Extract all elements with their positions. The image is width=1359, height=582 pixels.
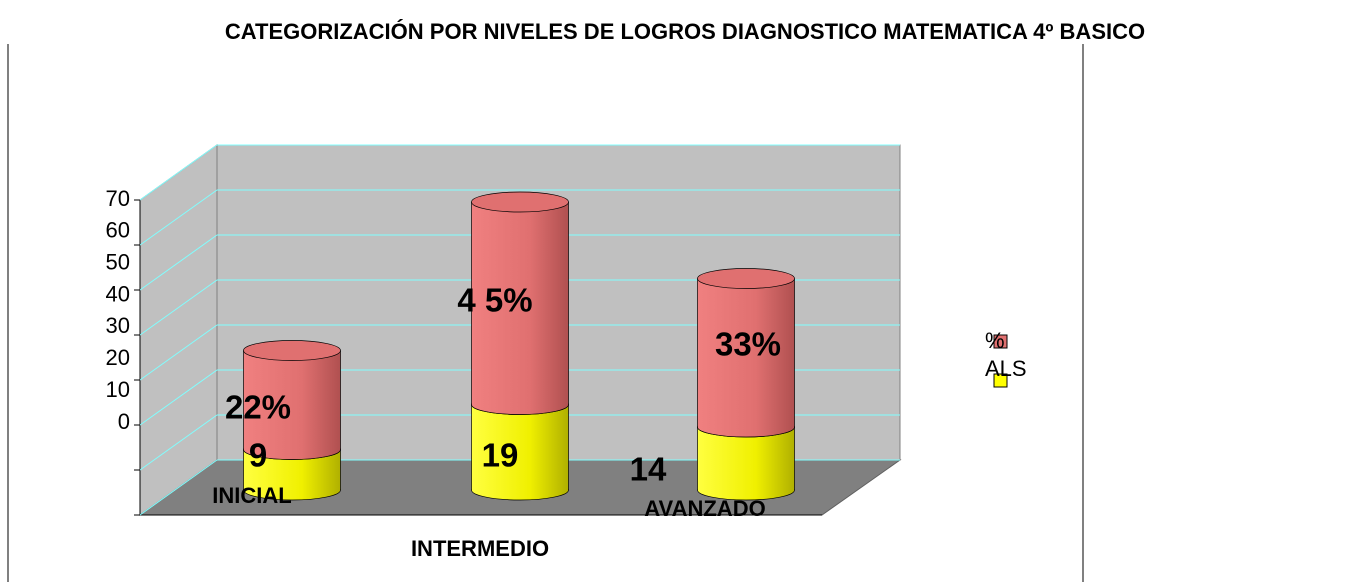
grid-line	[139, 324, 218, 381]
cylinder-top	[697, 268, 795, 289]
grid-line	[139, 234, 218, 291]
y-tick-label: 60	[106, 218, 130, 243]
cylinder-top	[243, 340, 341, 361]
grid-line	[139, 189, 218, 246]
cylinder-body	[471, 404, 569, 490]
grid-line	[139, 414, 218, 471]
x-tick-label: AVANZADO	[644, 496, 765, 521]
y-tick-label: 0	[118, 409, 130, 434]
cylinder-segment	[243, 340, 341, 460]
cylinder-body	[697, 427, 795, 490]
grid-line	[139, 279, 218, 336]
cylinder-segment	[471, 191, 569, 415]
side-wall	[139, 144, 218, 516]
cylinder-body	[697, 278, 795, 427]
grid-line	[139, 459, 218, 516]
data-label: 22%	[225, 389, 291, 426]
legend-swatch	[993, 373, 1008, 388]
legend-swatch	[993, 334, 1008, 349]
y-tick-label: 70	[106, 186, 130, 211]
data-label: 33%	[715, 326, 781, 363]
chart-title: CATEGORIZACIÓN POR NIVELES DE LOGROS DIA…	[225, 19, 1145, 44]
data-label: 19	[482, 437, 519, 474]
legend-label: ALS	[985, 356, 1027, 381]
cylinder-segment	[697, 268, 795, 438]
cylinder-body	[471, 202, 569, 405]
x-tick-label: INICIAL	[212, 483, 291, 508]
x-tick-label: INTERMEDIO	[411, 536, 549, 561]
y-tick-label: 50	[106, 250, 130, 275]
y-tick-label: 30	[106, 313, 130, 338]
y-tick-label: 40	[106, 281, 130, 306]
data-label: 14	[630, 451, 667, 488]
grid-line	[139, 144, 218, 201]
cylinder-body	[243, 350, 341, 450]
grid-line	[139, 369, 218, 426]
cylinder-top	[471, 191, 569, 213]
y-tick-label: 20	[106, 345, 130, 370]
legend-label: %	[985, 328, 1005, 353]
data-label: 4 5%	[457, 282, 532, 319]
data-label: 9	[249, 437, 267, 474]
y-tick-label: 10	[106, 377, 130, 402]
